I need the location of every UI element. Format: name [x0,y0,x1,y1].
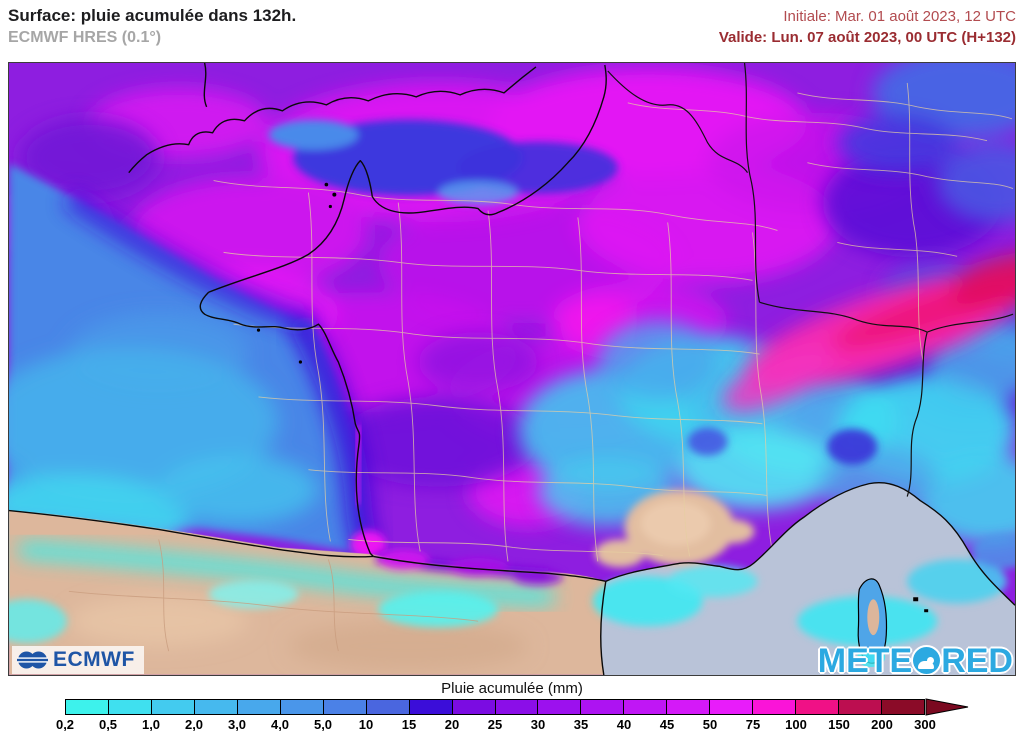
ecmwf-logo-text: ECMWF [53,648,135,671]
legend-tick-300: 300 [914,717,936,732]
meteored-o-cloud-icon [913,647,941,674]
legend-tick-50: 50 [702,717,718,732]
legend-tick-45: 45 [659,717,675,732]
legend-tick-30: 30 [530,717,546,732]
legend-tick-15: 15 [401,717,417,732]
legend-cell-0,2 [66,700,109,714]
ocean-indigo-band [63,189,312,332]
valid-time-label: Valide: Lun. 07 août 2023, 00 UTC (H+132… [718,29,1016,46]
legend-cell-20 [452,700,496,714]
precipitation-field-svg [9,63,1015,675]
country-borders [607,63,1014,497]
legend-cell-2,0 [194,700,238,714]
provence-dry-land [594,489,755,568]
legend-tick-75: 75 [745,717,761,732]
legend-tick-25: 25 [487,717,503,732]
legend-bar [65,699,925,715]
legend-tick-20: 20 [444,717,460,732]
coastlines [9,63,1015,675]
legend-cell-3,0 [237,700,281,714]
legend-ticks: 0,2 0,5 1,0 2,0 3,0 4,0 5,0 10 15 20 25 30 35 40 45 50 7… [56,717,936,733]
legend-cell-75 [753,700,797,714]
legend-tick-3,0: 3,0 [227,717,247,732]
legend-title: Pluie acumulée (mm) [441,680,583,697]
alps-pink-band [722,251,1015,413]
legend-cell-45 [667,700,711,714]
legend-tick-0,2: 0,2 [55,717,75,732]
legend-cell-50 [710,700,754,714]
legend-tick-200: 200 [871,717,893,732]
legend-tick-1,0: 1,0 [141,717,161,732]
page-title: Surface: pluie acumulée dans 132h. [8,6,297,25]
legend-tick-10: 10 [358,717,374,732]
legend-tick-40: 40 [616,717,632,732]
legend-tick-35: 35 [573,717,589,732]
channel-islands [256,182,337,364]
legend-tick-150: 150 [828,717,850,732]
basque-magenta-spot [350,530,387,559]
spain-relief [68,596,528,672]
legend-cell-10 [366,700,410,714]
meteored-text-prefix: METE [817,642,913,676]
legend-cell-200 [882,700,925,714]
legend-cell-1,0 [151,700,195,714]
legend-cell-4,0 [280,700,324,714]
spain-cyan-band [18,541,554,606]
ecmwf-icon [17,651,48,669]
legend-tick-5,0: 5,0 [313,717,333,732]
legend-tick-4,0: 4,0 [270,717,290,732]
ecmwf-logo: ECMWF [12,646,144,674]
spain-cyan-patches [9,580,499,644]
legend-cell-40 [624,700,668,714]
legend-cell-15 [409,700,453,714]
department-borders [213,82,1014,562]
spain-borders [68,539,479,652]
init-time-label: Initiale: Mar. 01 août 2023, 12 UTC [783,8,1016,25]
legend-cell-5,0 [323,700,367,714]
model-label: ECMWF HRES (0.1°) [8,29,162,46]
legend-tick-100: 100 [785,717,807,732]
legend-cell-35 [581,700,625,714]
legend-cell-150 [839,700,883,714]
legend-cell-100 [796,700,840,714]
legend-arrow [925,698,969,716]
legend-cell-30 [538,700,582,714]
meteored-logo: METE RED [817,642,1013,676]
legend-tick-2,0: 2,0 [184,717,204,732]
legend-tick-0,5: 0,5 [98,717,118,732]
legend-cell-25 [495,700,539,714]
legend-cell-0,5 [108,700,152,714]
meteored-text-suffix: RED [941,642,1013,676]
corsica-island [857,578,929,668]
map-canvas[interactable]: ECMWF METE RED [8,62,1016,676]
